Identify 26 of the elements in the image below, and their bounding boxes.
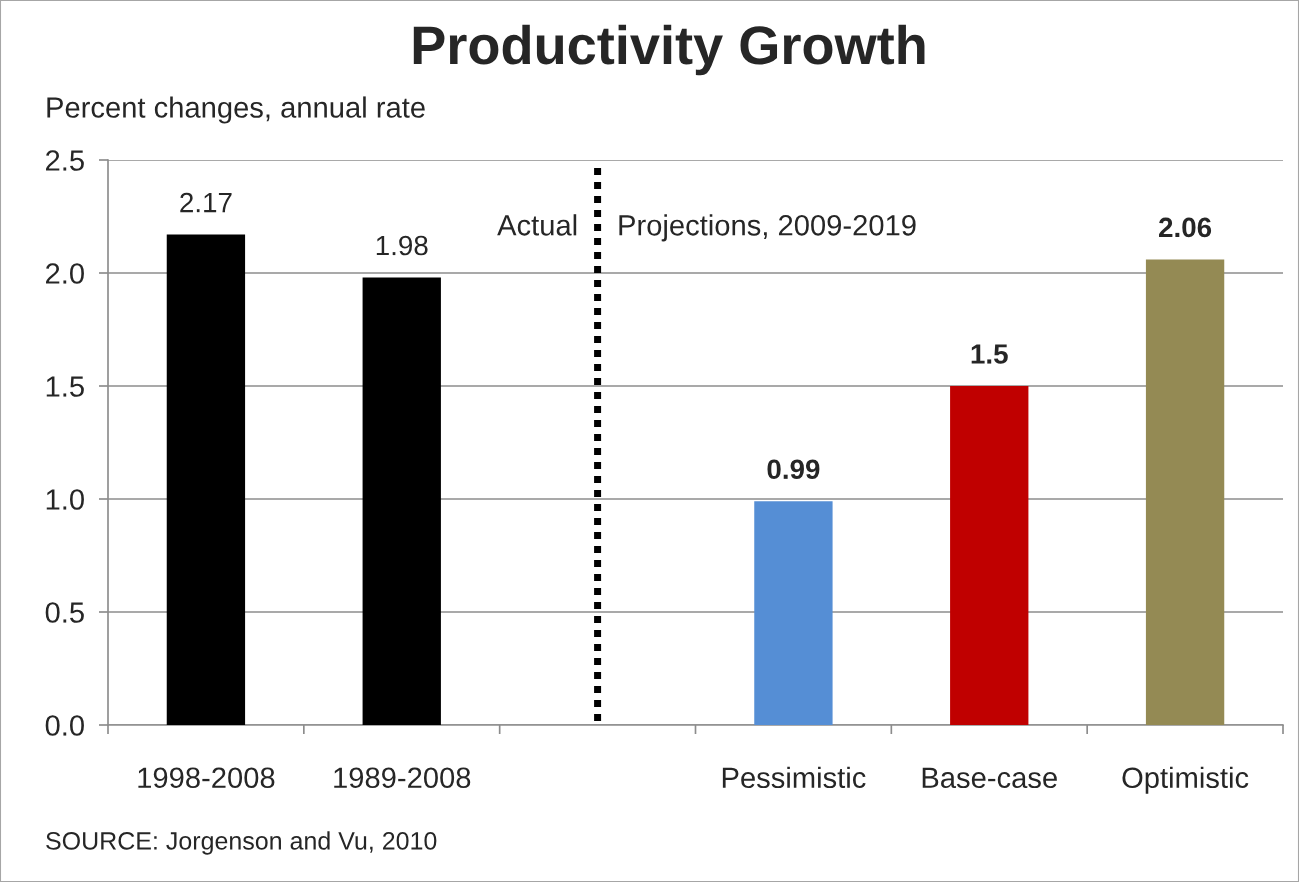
chart-title: Productivity Growth [413, 24, 925, 76]
y-tick-label: 0.5 [45, 602, 84, 623]
data-label: 2.06 [1159, 217, 1212, 238]
source-note: SOURCE: Jorgenson and Vu, 2010 [46, 831, 437, 855]
annotation: Projections, 2009-2019 [619, 214, 916, 242]
annotation: Actual [497, 214, 577, 236]
y-axis-title: Percent changes, annual rate [47, 96, 425, 124]
data-label: 0.99 [767, 459, 820, 480]
data-label: 1.98 [376, 235, 428, 256]
bar [166, 234, 246, 725]
x-tick-label: 1998-2008 [138, 767, 275, 789]
y-tick-label: 2.0 [46, 263, 84, 284]
x-tick-label: 1989-2008 [334, 767, 471, 789]
y-tick-label: 1.0 [46, 489, 84, 510]
y-tick-label: 2.5 [46, 150, 84, 171]
x-tick-label: Pessimistic [722, 766, 866, 789]
bar [362, 277, 441, 725]
bar [950, 386, 1029, 725]
data-label: 2.17 [180, 192, 232, 213]
data-label: 1.5 [971, 344, 1008, 364]
x-tick-label: Base-case [922, 767, 1057, 789]
x-tick-label: Optimistic [1122, 766, 1249, 794]
bar [754, 501, 833, 725]
y-tick-label: 1.5 [46, 376, 84, 397]
y-tick-label: 0.0 [45, 715, 84, 736]
bar [1145, 259, 1225, 725]
